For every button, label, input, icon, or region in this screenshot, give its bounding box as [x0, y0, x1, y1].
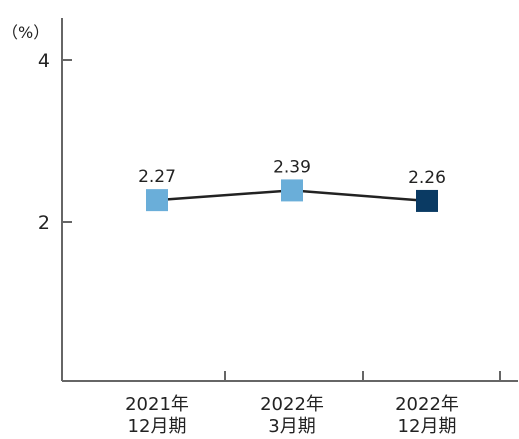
x-category-label: 2021年 12月期 — [125, 394, 189, 437]
y-tick-label: 4 — [38, 50, 50, 72]
y-tick-label: 2 — [38, 212, 50, 234]
x-category-label-line: 3月期 — [268, 416, 315, 437]
data-value-label: 2.39 — [273, 157, 311, 177]
data-value-label: 2.27 — [138, 167, 176, 187]
data-labels: 2.27 2.39 2.26 — [138, 157, 446, 188]
x-category-label-line: 12月期 — [128, 416, 187, 437]
x-category-label-line: 12月期 — [398, 416, 457, 437]
y-axis-unit-label: （%） — [2, 23, 49, 42]
x-category-label-line: 2022年 — [260, 394, 324, 415]
y-axis-ticks: 24 — [38, 50, 72, 234]
data-points — [146, 179, 438, 212]
data-point-marker — [146, 189, 168, 212]
x-category-label-line: 2022年 — [395, 394, 459, 415]
x-category-label: 2022年 12月期 — [395, 394, 459, 437]
x-category-label: 2022年 3月期 — [260, 394, 324, 437]
data-point-marker — [281, 179, 303, 202]
data-point-marker — [416, 189, 438, 212]
axes — [61, 18, 518, 382]
x-category-label-line: 2021年 — [125, 394, 189, 415]
data-value-label: 2.26 — [408, 168, 446, 188]
